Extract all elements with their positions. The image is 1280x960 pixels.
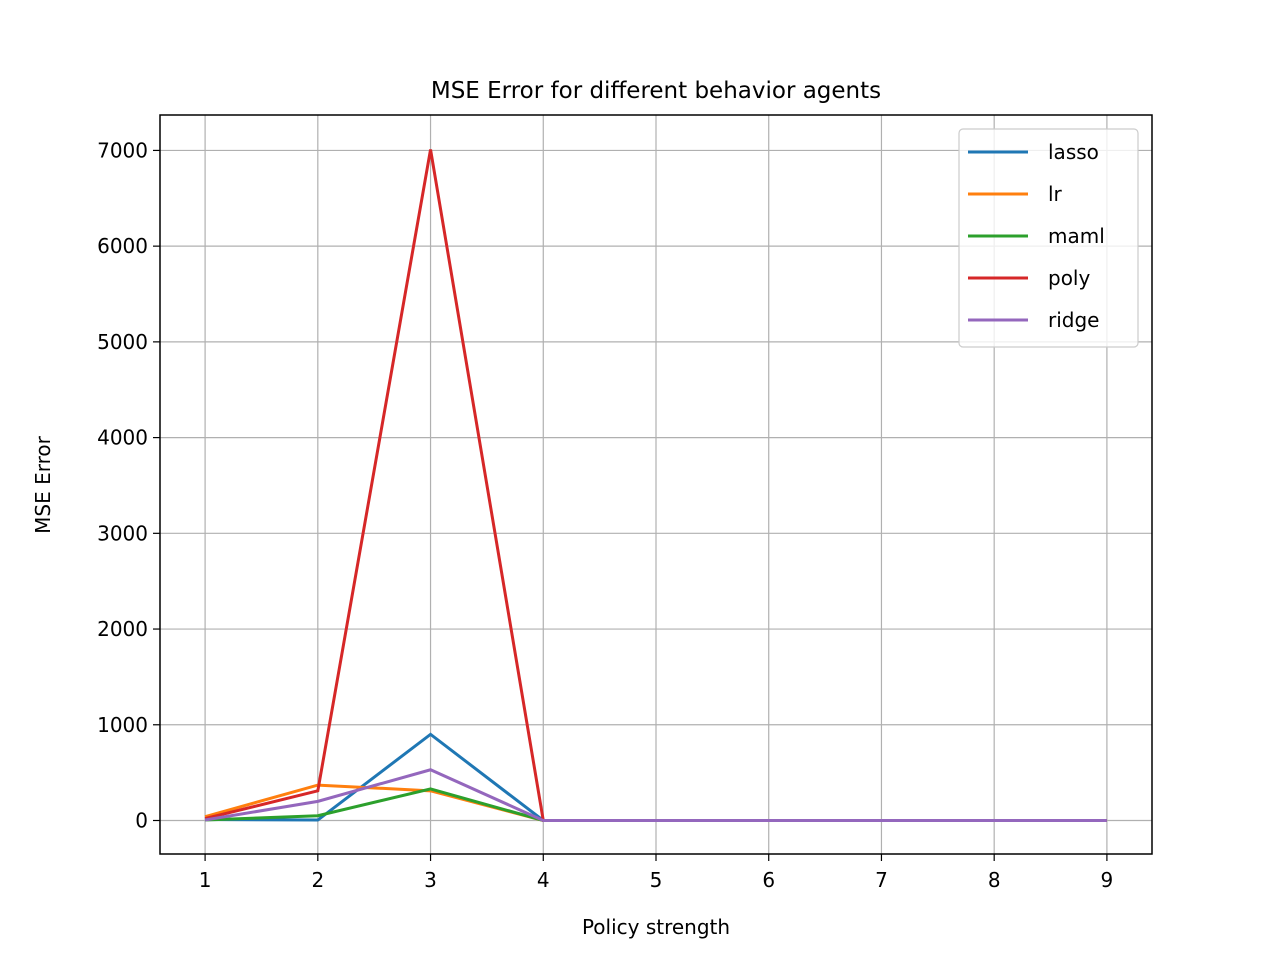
chart-title: MSE Error for different behavior agents: [431, 78, 881, 104]
x-tick-label: 3: [424, 868, 437, 892]
x-tick-label: 7: [875, 868, 888, 892]
y-tick-label: 5000: [97, 330, 148, 354]
y-tick-label: 6000: [97, 234, 148, 258]
y-tick-label: 3000: [97, 521, 148, 545]
series-layer: [204, 149, 1107, 822]
x-tick-label: 5: [650, 868, 663, 892]
legend-label-ridge: ridge: [1048, 308, 1099, 332]
y-tick-label: 7000: [97, 138, 148, 162]
x-tick-label: 9: [1101, 868, 1114, 892]
y-axis: 0 1000 2000 3000 4000 5000 6000 7000: [97, 138, 160, 832]
y-tick-label: 4000: [97, 426, 148, 450]
legend-label-maml: maml: [1048, 224, 1105, 248]
x-tick-label: 2: [311, 868, 324, 892]
x-axis: 1 2 3 4 5 6 7 8 9: [199, 854, 1114, 892]
x-tick-label: 6: [762, 868, 775, 892]
legend-label-lr: lr: [1048, 182, 1063, 206]
legend: lasso lr maml poly ridge: [958, 128, 1139, 348]
y-axis-label: MSE Error: [31, 435, 55, 533]
x-tick-label: 8: [988, 868, 1001, 892]
x-tick-label: 4: [537, 868, 550, 892]
y-tick-label: 1000: [97, 713, 148, 737]
legend-label-poly: poly: [1048, 266, 1090, 290]
legend-box: [958, 128, 1139, 348]
y-tick-label: 2000: [97, 617, 148, 641]
x-tick-label: 1: [199, 868, 212, 892]
y-tick-label: 0: [135, 808, 148, 832]
series-line-ridge: [204, 768, 1107, 822]
x-axis-label: Policy strength: [582, 915, 730, 939]
legend-label-lasso: lasso: [1048, 140, 1099, 164]
